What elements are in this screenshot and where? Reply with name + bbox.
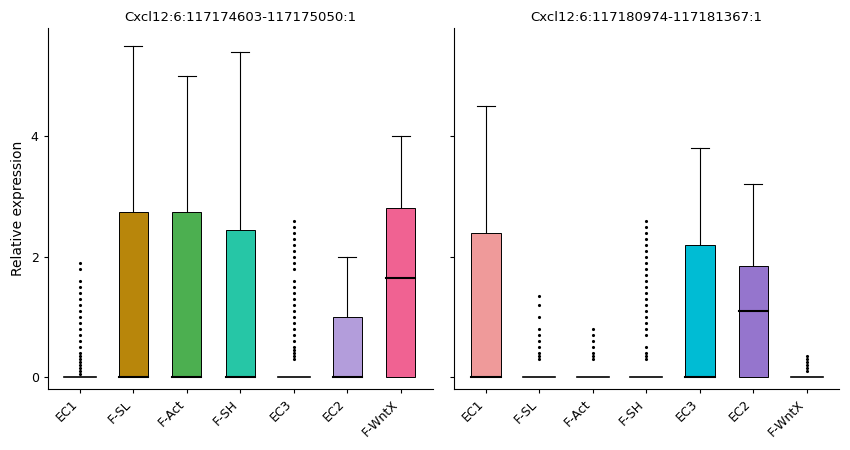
Bar xyxy=(332,317,362,377)
Bar xyxy=(172,212,201,377)
Title: Cxcl12:6:117174603-117175050:1: Cxcl12:6:117174603-117175050:1 xyxy=(124,11,356,24)
Bar xyxy=(119,212,148,377)
Bar xyxy=(739,266,768,377)
Bar xyxy=(471,233,501,377)
Y-axis label: Relative expression: Relative expression xyxy=(11,141,26,276)
Title: Cxcl12:6:117180974-117181367:1: Cxcl12:6:117180974-117181367:1 xyxy=(530,11,762,24)
Bar xyxy=(386,208,416,377)
Bar xyxy=(685,245,715,377)
Bar xyxy=(225,230,255,377)
